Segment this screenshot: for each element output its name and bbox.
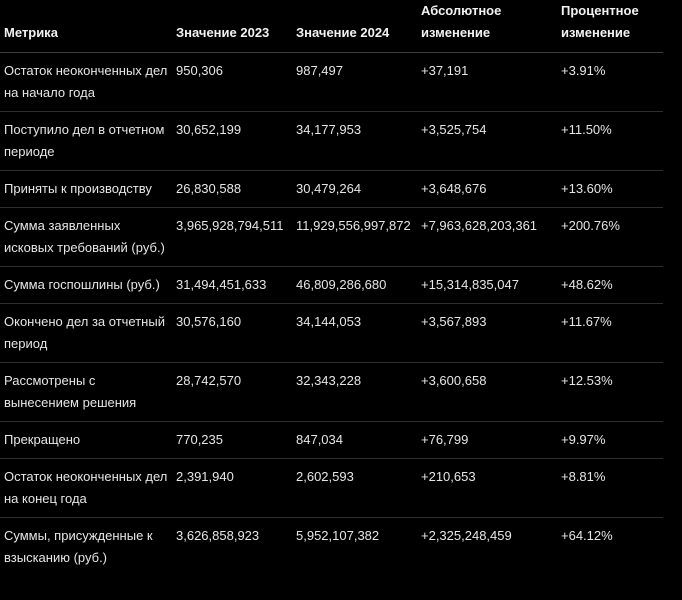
value-2023-cell: 2,391,940: [172, 458, 292, 518]
metric-cell: Рассмотрены с вынесением решения: [0, 362, 172, 422]
value-2023-cell: 31,494,451,633: [172, 266, 292, 304]
table-row: Сумма госпошлины (руб.) 31,494,451,633 4…: [0, 266, 663, 304]
value-2023-cell: 770,235: [172, 421, 292, 459]
percent-change-cell: +3.91%: [557, 52, 663, 112]
value-2024-cell: 46,809,286,680: [292, 266, 417, 304]
value-2024-cell: 11,929,556,997,872: [292, 207, 417, 267]
value-2024-cell: 987,497: [292, 52, 417, 112]
table-row: Приняты к производству 26,830,588 30,479…: [0, 170, 663, 208]
header-value-2024: Значение 2024: [292, 0, 417, 53]
absolute-change-cell: +3,525,754: [417, 111, 557, 171]
value-2023-cell: 28,742,570: [172, 362, 292, 422]
value-2023-cell: 30,652,199: [172, 111, 292, 171]
metric-cell: Сумма госпошлины (руб.): [0, 266, 172, 304]
metric-cell: Прекращено: [0, 421, 172, 459]
table-row: Поступило дел в отчетном периоде 30,652,…: [0, 111, 663, 171]
percent-change-cell: +8.81%: [557, 458, 663, 518]
table-row: Окончено дел за отчетный период 30,576,1…: [0, 303, 663, 363]
value-2023-cell: 950,306: [172, 52, 292, 112]
metric-cell: Остаток неоконченных дел на конец года: [0, 458, 172, 518]
percent-change-cell: +11.50%: [557, 111, 663, 171]
metric-cell: Поступило дел в отчетном периоде: [0, 111, 172, 171]
table-row: Остаток неоконченных дел на начало года …: [0, 52, 663, 112]
percent-change-cell: +12.53%: [557, 362, 663, 422]
value-2024-cell: 34,177,953: [292, 111, 417, 171]
absolute-change-cell: +2,325,248,459: [421, 528, 512, 543]
table-row: Сумма заявленных исковых требований (руб…: [0, 207, 663, 267]
percent-change-cell: +9.97%: [557, 421, 663, 459]
metric-cell: Остаток неоконченных дел на начало года: [0, 52, 172, 112]
value-2024-cell: 32,343,228: [292, 362, 417, 422]
value-2024-cell: 847,034: [292, 421, 417, 459]
metric-cell: Суммы, присужденные к взысканию (руб.): [4, 528, 153, 565]
table-row: Суммы, присужденные к взысканию (руб.) 3…: [0, 518, 663, 577]
metrics-table: Метрика Значение 2023 Значение 2024 Абсо…: [0, 0, 663, 577]
metric-cell: Приняты к производству: [0, 170, 172, 208]
header-percent-change: Процентное изменение: [557, 0, 663, 53]
table-header-row: Метрика Значение 2023 Значение 2024 Абсо…: [0, 0, 663, 53]
header-value-2023: Значение 2023: [172, 0, 292, 53]
header-metric: Метрика: [0, 0, 172, 53]
percent-change-cell: +64.12%: [561, 528, 613, 543]
absolute-change-cell: +3,600,658: [417, 362, 557, 422]
percent-change-cell: +13.60%: [557, 170, 663, 208]
absolute-change-cell: +3,648,676: [417, 170, 557, 208]
absolute-change-cell: +7,963,628,203,361: [417, 207, 557, 267]
absolute-change-cell: +3,567,893: [417, 303, 557, 363]
value-2023-cell: 3,626,858,923: [176, 528, 260, 543]
header-absolute-change: Абсолютное изменение: [417, 0, 557, 53]
value-2024-cell: 2,602,593: [292, 458, 417, 518]
metric-cell: Окончено дел за отчетный период: [0, 303, 172, 363]
percent-change-cell: +11.67%: [557, 303, 663, 363]
metric-cell: Сумма заявленных исковых требований (руб…: [0, 207, 172, 267]
absolute-change-cell: +210,653: [417, 458, 557, 518]
value-2024-cell: 34,144,053: [292, 303, 417, 363]
value-2023-cell: 30,576,160: [172, 303, 292, 363]
percent-change-cell: +48.62%: [557, 266, 663, 304]
value-2023-cell: 26,830,588: [172, 170, 292, 208]
percent-change-cell: +200.76%: [557, 207, 663, 267]
value-2023-cell: 3,965,928,794,511: [172, 207, 292, 267]
absolute-change-cell: +37,191: [417, 52, 557, 112]
value-2024-cell: 30,479,264: [292, 170, 417, 208]
table-row: Прекращено 770,235 847,034 +76,799 +9.97…: [0, 421, 663, 459]
absolute-change-cell: +15,314,835,047: [417, 266, 557, 304]
value-2024-cell: 5,952,107,382: [296, 528, 380, 543]
table-row: Остаток неоконченных дел на конец года 2…: [0, 458, 663, 518]
table-row: Рассмотрены с вынесением решения 28,742,…: [0, 362, 663, 422]
absolute-change-cell: +76,799: [417, 421, 557, 459]
